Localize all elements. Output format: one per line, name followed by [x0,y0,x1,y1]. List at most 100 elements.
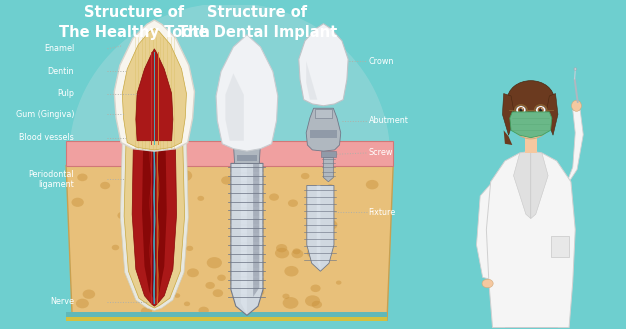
Ellipse shape [156,269,168,279]
Polygon shape [132,141,177,306]
Ellipse shape [283,297,299,309]
Ellipse shape [539,109,542,112]
Ellipse shape [288,199,298,207]
Ellipse shape [536,106,546,114]
Ellipse shape [312,301,322,308]
Ellipse shape [507,81,554,119]
Polygon shape [225,73,244,141]
Polygon shape [233,142,260,164]
Polygon shape [503,93,515,135]
Ellipse shape [83,290,95,299]
Polygon shape [317,186,321,269]
Ellipse shape [253,220,259,224]
Ellipse shape [275,248,289,258]
Ellipse shape [292,248,300,254]
Text: Dentin: Dentin [48,67,74,76]
Ellipse shape [482,279,493,288]
Ellipse shape [292,249,304,258]
Ellipse shape [307,200,314,205]
Ellipse shape [76,299,89,308]
Text: Enamel: Enamel [44,44,74,53]
Text: Periodontal
ligament: Periodontal ligament [29,170,74,189]
Text: Nerve: Nerve [50,297,74,306]
Polygon shape [531,151,548,218]
Polygon shape [231,164,263,316]
Ellipse shape [205,282,215,289]
Ellipse shape [327,184,334,189]
Polygon shape [510,112,552,138]
Ellipse shape [100,182,110,189]
Ellipse shape [310,285,321,292]
Polygon shape [120,142,188,311]
Polygon shape [310,130,337,138]
Ellipse shape [198,307,209,315]
Ellipse shape [186,246,193,251]
Polygon shape [306,61,317,100]
Polygon shape [513,151,531,218]
Ellipse shape [174,293,180,298]
Polygon shape [525,138,537,153]
Polygon shape [115,20,195,151]
Polygon shape [324,157,333,182]
Ellipse shape [77,173,88,181]
Ellipse shape [187,268,199,277]
Polygon shape [306,108,341,151]
Ellipse shape [508,90,553,139]
Ellipse shape [207,257,222,268]
Ellipse shape [123,187,136,197]
Ellipse shape [132,268,143,276]
Ellipse shape [305,295,320,307]
Ellipse shape [111,245,119,250]
Polygon shape [237,155,257,161]
Text: Gum (Gingiva): Gum (Gingiva) [16,110,74,119]
Ellipse shape [248,294,254,299]
Polygon shape [505,277,531,328]
Ellipse shape [307,247,321,258]
Ellipse shape [213,289,223,297]
Polygon shape [315,110,332,118]
Ellipse shape [69,3,390,309]
Text: Structure of
The Healthy Tooth: Structure of The Healthy Tooth [59,5,210,40]
Ellipse shape [320,257,328,263]
Polygon shape [66,165,393,320]
Ellipse shape [197,196,204,201]
Ellipse shape [156,216,168,226]
Polygon shape [321,151,336,157]
Ellipse shape [245,270,250,274]
Ellipse shape [366,180,379,190]
Polygon shape [136,49,173,141]
Ellipse shape [221,176,232,185]
Polygon shape [299,24,348,106]
Text: Fixture: Fixture [369,208,396,217]
Ellipse shape [240,296,252,305]
Polygon shape [307,186,334,271]
Polygon shape [142,139,167,300]
Ellipse shape [71,198,84,207]
Polygon shape [124,142,185,308]
Ellipse shape [324,220,337,230]
Text: Screw: Screw [369,148,393,158]
Ellipse shape [306,220,317,229]
Ellipse shape [516,106,526,114]
Ellipse shape [520,109,523,112]
Polygon shape [546,93,558,135]
Ellipse shape [249,286,264,297]
Ellipse shape [521,108,523,110]
Ellipse shape [574,68,577,70]
Text: Abutment: Abutment [369,116,408,125]
Ellipse shape [284,266,299,276]
Ellipse shape [184,301,190,306]
Polygon shape [531,277,557,328]
Polygon shape [253,164,259,297]
Ellipse shape [249,262,260,270]
Polygon shape [241,164,247,314]
Polygon shape [511,231,550,271]
Ellipse shape [336,281,342,285]
Polygon shape [504,130,512,145]
Polygon shape [550,236,569,257]
Ellipse shape [151,171,164,181]
Text: Pulp: Pulp [57,89,74,98]
Polygon shape [122,29,187,150]
Polygon shape [476,182,500,280]
Ellipse shape [276,244,287,252]
